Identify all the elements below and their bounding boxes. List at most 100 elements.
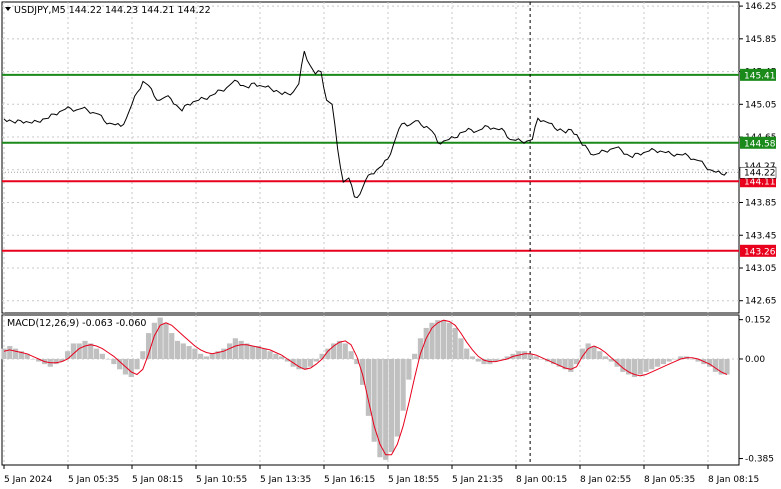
macd-histogram-bar bbox=[255, 346, 262, 359]
macd-histogram-bar bbox=[591, 346, 597, 359]
macd-title: MACD(12,26,9) -0.063 -0.060 bbox=[7, 318, 146, 329]
macd-histogram-bar bbox=[718, 358, 724, 375]
macd-histogram-bar bbox=[307, 358, 314, 367]
x-tick-label: 5 Jan 18:55 bbox=[388, 475, 439, 485]
macd-histogram-bar bbox=[267, 351, 273, 359]
macd-histogram-bar bbox=[232, 338, 238, 359]
macd-histogram-bar bbox=[365, 358, 371, 416]
macd-histogram-bar bbox=[313, 358, 319, 362]
macd-histogram-bar bbox=[695, 358, 701, 362]
macd-histogram-bar bbox=[111, 358, 117, 365]
macd-histogram-bar bbox=[302, 358, 308, 370]
dropdown-arrow-icon[interactable] bbox=[5, 7, 11, 11]
macd-y-tick-label: 0.152 bbox=[745, 316, 771, 326]
macd-histogram-bar bbox=[279, 356, 285, 359]
x-tick-label: 8 Jan 00:15 bbox=[516, 475, 567, 485]
macd-histogram-bar bbox=[626, 358, 632, 375]
macd-panel-frame bbox=[1, 314, 740, 466]
chart-header: USDJPY,M5 144.22 144.23 144.21 144.22 bbox=[14, 5, 211, 16]
macd-histogram-bar bbox=[602, 356, 609, 359]
macd-histogram-bar bbox=[319, 353, 325, 359]
macd-histogram-bar bbox=[325, 348, 331, 359]
macd-histogram-bar bbox=[99, 353, 105, 359]
price-line bbox=[3, 50, 728, 199]
macd-histogram-bar bbox=[174, 340, 181, 359]
macd-histogram-bar bbox=[180, 343, 186, 359]
y-tick-label: 143.05 bbox=[745, 264, 777, 274]
macd-histogram-bar bbox=[539, 358, 545, 360]
macd-histogram-bar bbox=[458, 338, 464, 359]
macd-histogram-bar bbox=[342, 343, 348, 359]
macd-histogram-bar bbox=[550, 358, 557, 365]
macd-histogram-bar bbox=[226, 343, 233, 359]
macd-histogram-bar bbox=[654, 358, 661, 367]
macd-histogram-bar bbox=[30, 358, 36, 360]
macd-histogram-bar bbox=[678, 356, 684, 359]
macd-histogram-bar bbox=[140, 351, 146, 359]
macd-histogram-bar bbox=[423, 327, 429, 359]
x-tick-label: 5 Jan 13:35 bbox=[260, 475, 311, 485]
macd-histogram-bar bbox=[88, 343, 94, 359]
macd-histogram-bar bbox=[93, 348, 100, 359]
macd-histogram-bar bbox=[360, 358, 366, 385]
macd-histogram-bar bbox=[429, 322, 435, 359]
y-tick-label: 145.85 bbox=[745, 35, 777, 45]
level-label-box bbox=[740, 68, 776, 81]
macd-histogram-bar bbox=[12, 348, 19, 359]
macd-histogram-bar bbox=[145, 333, 152, 359]
macd-histogram-bar bbox=[296, 358, 302, 370]
level-label: 145.41 bbox=[744, 71, 776, 81]
macd-histogram-bar bbox=[388, 358, 395, 453]
macd-histogram-bar bbox=[562, 358, 568, 370]
macd-histogram-bar bbox=[134, 358, 140, 370]
macd-histogram-bar bbox=[157, 317, 163, 359]
macd-histogram-bar bbox=[643, 358, 649, 372]
x-tick-label: 8 Jan 08:15 bbox=[708, 475, 759, 485]
macd-histogram-bar bbox=[7, 346, 13, 359]
macd-histogram-bar bbox=[1, 348, 7, 359]
macd-histogram-bar bbox=[117, 358, 123, 370]
macd-histogram-bar bbox=[504, 356, 510, 359]
y-tick-label: 146.25 bbox=[745, 2, 777, 12]
macd-histogram-bar bbox=[18, 351, 24, 359]
macd-histogram-bar bbox=[660, 358, 666, 365]
macd-histogram-bar bbox=[238, 340, 244, 359]
x-tick-label: 5 Jan 08:15 bbox=[132, 475, 183, 485]
macd-histogram-bar bbox=[597, 351, 603, 359]
macd-histogram-bar bbox=[82, 340, 88, 359]
macd-histogram-bar bbox=[394, 358, 400, 437]
macd-histogram-bar bbox=[608, 358, 614, 362]
macd-histogram-bar bbox=[70, 343, 77, 359]
macd-histogram-bar bbox=[383, 358, 389, 460]
macd-histogram-bar bbox=[707, 358, 713, 367]
macd-histogram-bar bbox=[24, 353, 30, 359]
macd-y-tick-label: -0.385 bbox=[745, 455, 774, 465]
macd-histogram-bar bbox=[250, 346, 256, 359]
macd-histogram-bar bbox=[76, 343, 82, 359]
macd-histogram-bar bbox=[556, 358, 562, 367]
macd-histogram-bar bbox=[689, 358, 695, 360]
macd-histogram-bar bbox=[203, 356, 210, 359]
x-tick-label: 5 Jan 10:55 bbox=[196, 475, 247, 485]
macd-histogram-bar bbox=[481, 358, 487, 365]
macd-histogram-bar bbox=[574, 358, 580, 365]
macd-histogram-bar bbox=[568, 358, 574, 372]
macd-histogram-bar bbox=[417, 338, 424, 359]
macd-histogram-bar bbox=[631, 358, 638, 378]
x-tick-label: 8 Jan 02:55 bbox=[580, 475, 631, 485]
macd-histogram-bar bbox=[475, 358, 481, 362]
macd-histogram-bar bbox=[163, 322, 169, 359]
x-tick-label: 5 Jan 2024 bbox=[4, 475, 52, 485]
macd-histogram-bar bbox=[53, 358, 59, 365]
macd-y-tick-label: 0.00 bbox=[745, 355, 765, 365]
level-label: 144.58 bbox=[744, 139, 776, 149]
macd-histogram-bar bbox=[672, 358, 678, 360]
x-tick-label: 5 Jan 16:15 bbox=[324, 475, 375, 485]
macd-histogram-bar bbox=[215, 351, 221, 359]
macd-histogram-bar bbox=[348, 351, 354, 359]
macd-histogram-bar bbox=[261, 348, 267, 359]
macd-histogram-bar bbox=[192, 348, 198, 359]
macd-histogram-bar bbox=[36, 358, 42, 362]
macd-histogram-bar bbox=[452, 327, 458, 359]
